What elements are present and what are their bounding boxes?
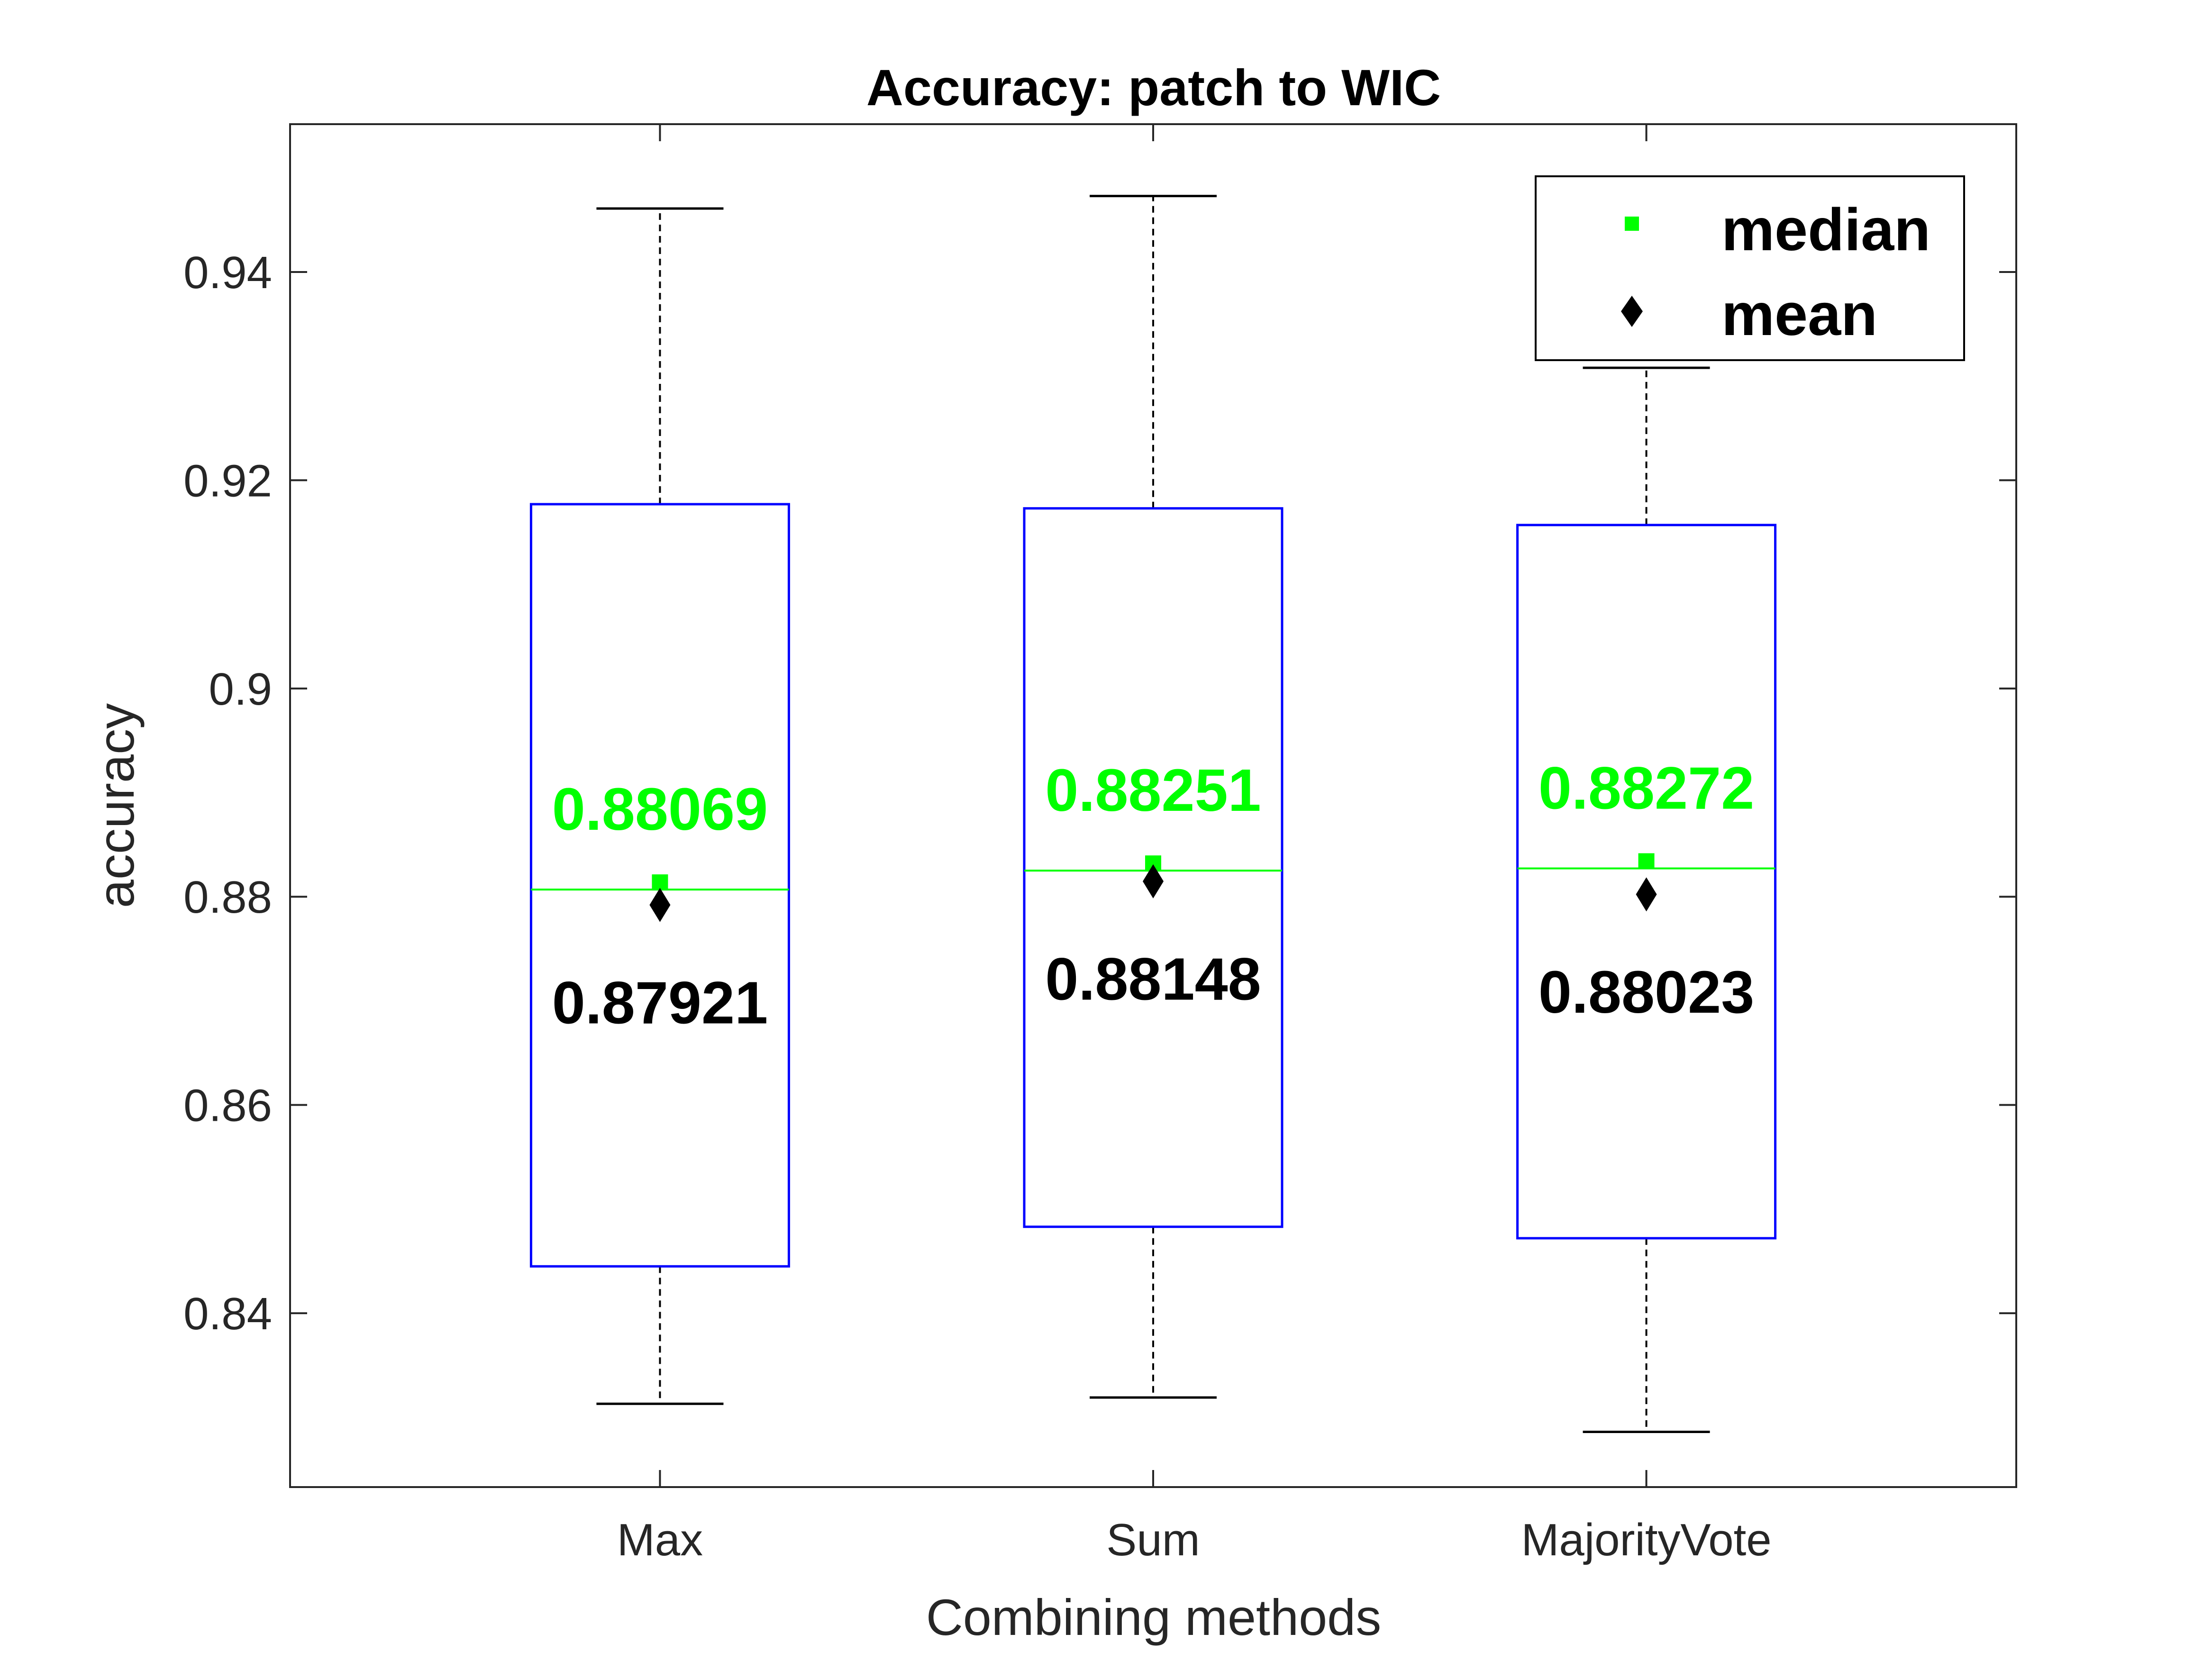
mean-value-label: 0.88148 bbox=[1045, 946, 1261, 1013]
median-value-label: 0.88069 bbox=[552, 776, 768, 843]
axis-ticks: 0.84 0.86 0.88 0.9 0.92 0.94 Max Sum MajorityVot… bbox=[183, 124, 2016, 1565]
y-tick-label: 0.9 bbox=[209, 664, 272, 715]
median-value-label: 0.88272 bbox=[1538, 754, 1754, 821]
mean-value-label: 0.87921 bbox=[552, 970, 768, 1036]
y-tick-label: 0.84 bbox=[183, 1289, 272, 1339]
mean-marker bbox=[1143, 864, 1164, 899]
median-marker bbox=[1638, 853, 1655, 870]
y-tick-label: 0.94 bbox=[183, 247, 272, 298]
plot-area: 0.88069 0.87921 0.88251 0.88148 0.88272 0.880… bbox=[529, 195, 1777, 1434]
median-marker bbox=[652, 874, 668, 891]
y-tick-label: 0.88 bbox=[183, 872, 272, 923]
box-group: 0.88251 0.88148 bbox=[1023, 195, 1284, 1399]
legend-median-marker bbox=[1625, 217, 1639, 231]
legend-mean-label: mean bbox=[1721, 281, 1877, 348]
mean-marker bbox=[1636, 877, 1657, 912]
x-tick-label: Max bbox=[617, 1515, 703, 1565]
chart-title: Accuracy: patch to WIC bbox=[866, 59, 1441, 116]
box-group: 0.88069 0.87921 bbox=[529, 207, 790, 1405]
y-tick-label: 0.86 bbox=[183, 1080, 272, 1131]
legend-box bbox=[1535, 175, 1965, 361]
x-axis-label: Combining methods bbox=[926, 1588, 1382, 1646]
x-tick-label: MajorityVote bbox=[1521, 1515, 1771, 1565]
x-tick-label: Sum bbox=[1106, 1515, 1200, 1565]
legend-median-label: median bbox=[1721, 196, 1930, 263]
mean-value-label: 0.88023 bbox=[1538, 959, 1754, 1026]
box-group: 0.88272 0.88023 bbox=[1516, 366, 1777, 1434]
mean-marker bbox=[649, 888, 671, 922]
legend: median mean bbox=[1535, 175, 1965, 361]
y-axis-label: accuracy bbox=[87, 703, 145, 908]
y-tick-label: 0.92 bbox=[183, 455, 272, 506]
median-value-label: 0.88251 bbox=[1045, 757, 1261, 824]
legend-mean-marker bbox=[1621, 296, 1643, 327]
